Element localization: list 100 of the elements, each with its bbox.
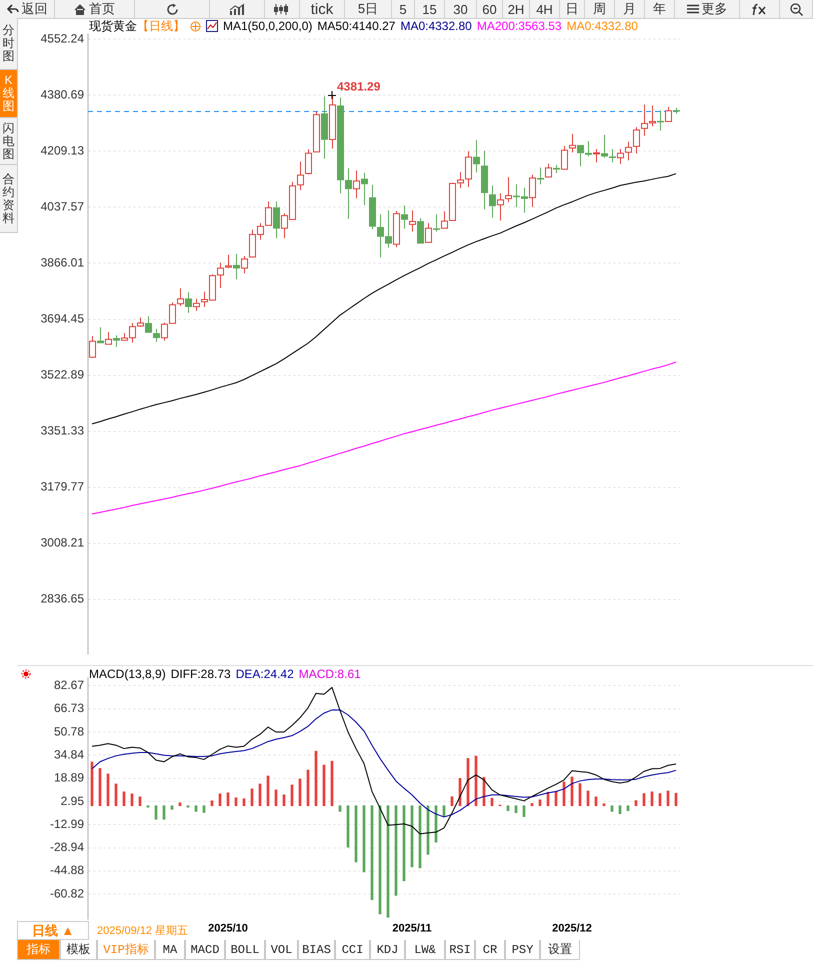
text: MA — [155, 940, 185, 960]
text: CR — [475, 940, 505, 960]
text: 2H — [508, 2, 524, 16]
bar — [90, 762, 94, 806]
bar — [114, 784, 118, 806]
bar — [234, 797, 238, 806]
text: 合约资料 — [2, 172, 15, 224]
bar — [458, 778, 462, 806]
text: BIAS — [298, 940, 335, 960]
y-tick-label: -44.88 — [50, 863, 84, 878]
y-tick-label: 82.67 — [54, 678, 84, 692]
text: 指标 — [17, 940, 60, 960]
bar — [266, 776, 270, 806]
text: 4H — [536, 2, 553, 16]
candlestick — [273, 201, 280, 239]
bar — [146, 805, 150, 808]
bar — [178, 802, 182, 806]
bar — [650, 791, 654, 806]
candlestick — [657, 110, 664, 132]
y-tick-label: 4552.24 — [40, 31, 84, 46]
candlestick — [417, 218, 424, 244]
text: 模板 — [60, 940, 97, 960]
candlestick — [489, 185, 496, 218]
bar — [674, 792, 678, 806]
bar — [218, 794, 222, 806]
text: 月 — [623, 0, 636, 18]
y-tick-label: 34.84 — [54, 747, 84, 762]
bar — [442, 805, 446, 817]
bar — [578, 783, 582, 806]
bar — [130, 794, 134, 806]
text: MACD — [185, 940, 225, 960]
candlestick — [113, 334, 120, 348]
candlestick — [433, 214, 440, 232]
bar — [186, 805, 190, 808]
text: 60 — [482, 2, 497, 16]
bar — [418, 805, 422, 868]
y-tick-label: 66.73 — [54, 701, 84, 716]
bar — [562, 782, 566, 806]
bar — [298, 778, 302, 806]
bar — [330, 760, 334, 806]
bar — [170, 805, 174, 810]
bar — [618, 805, 622, 814]
bar — [154, 805, 158, 820]
text: 30 — [453, 2, 468, 16]
text: 更多 — [702, 0, 728, 18]
bar — [538, 799, 542, 806]
candlestick — [537, 167, 544, 185]
text: K线图 — [2, 73, 15, 113]
chart-subtitle: 【日线】 — [137, 19, 185, 33]
candlestick — [321, 96, 328, 160]
chart-title: MACD(13,8,9) — [89, 667, 166, 681]
bar — [354, 805, 358, 862]
candlestick — [97, 326, 104, 344]
bar — [138, 796, 142, 806]
bar — [482, 776, 486, 806]
annotation: 4381.29 — [337, 79, 381, 94]
text: MA200:3563.53 — [476, 19, 562, 33]
bar — [322, 764, 326, 806]
text: MA0:4332.80 — [400, 19, 472, 33]
text: 闪电图 — [2, 120, 15, 160]
candlestick — [585, 140, 592, 157]
text: RSI — [445, 940, 475, 960]
y-tick-label: -12.99 — [50, 816, 84, 831]
bar — [426, 805, 430, 855]
y-tick-label: 3179.77 — [40, 480, 84, 494]
text: 日 — [566, 0, 578, 18]
text: 设置 — [540, 940, 580, 960]
bar — [410, 805, 414, 868]
candlestick — [369, 184, 376, 230]
y-tick-label: 3008.21 — [40, 536, 84, 550]
text: 5 — [399, 2, 407, 16]
candlestick — [185, 292, 192, 314]
bar — [370, 805, 374, 900]
bar — [98, 768, 102, 806]
bar — [466, 758, 470, 806]
text: VIP指标 — [97, 940, 155, 960]
text: MA1(50,0,200,0) — [223, 19, 312, 33]
text: 年 — [653, 0, 666, 18]
y-tick-label: -60.82 — [50, 886, 84, 900]
bar — [394, 805, 398, 896]
text: DEA:24.42 — [236, 667, 294, 681]
bar — [634, 800, 638, 806]
text: BOLL — [225, 940, 265, 960]
bar — [602, 803, 606, 806]
bar — [570, 776, 574, 806]
y-tick-label: 4209.13 — [40, 144, 84, 158]
candlestick — [361, 172, 368, 206]
text: PSY — [505, 940, 540, 960]
bar — [362, 805, 366, 872]
text: DIFF:28.73 — [170, 667, 231, 681]
candlestick — [145, 316, 152, 333]
candlestick — [473, 140, 480, 173]
bar — [106, 774, 110, 806]
text: 周 — [593, 0, 606, 18]
text: 返回 — [22, 0, 48, 18]
y-tick-label: 3866.01 — [40, 256, 84, 270]
bar — [586, 790, 590, 806]
y-tick-label: 50.78 — [54, 724, 84, 738]
bar — [610, 805, 614, 812]
bar — [658, 793, 662, 806]
